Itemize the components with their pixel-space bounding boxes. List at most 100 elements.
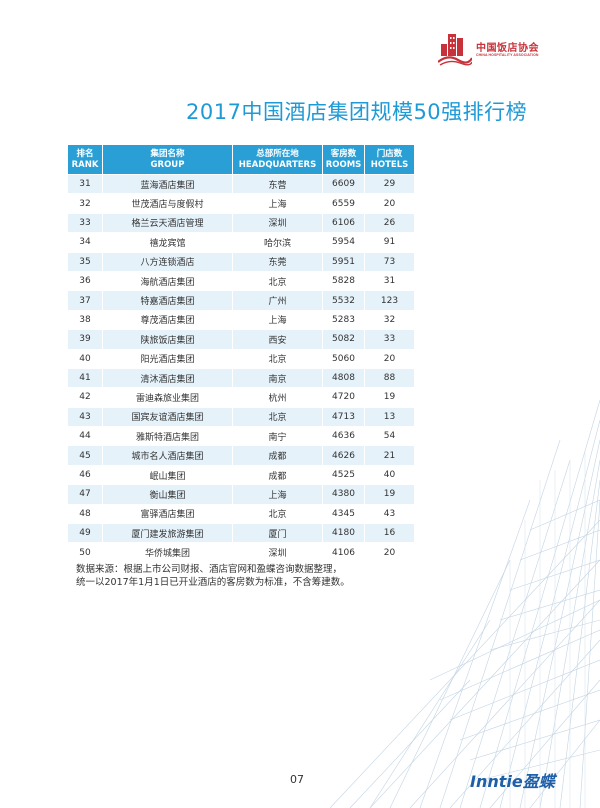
hotels-cell: 19 xyxy=(364,387,415,408)
group-cell: 世茂酒店与度假村 xyxy=(102,193,233,214)
group-cell: 尊茂酒店集团 xyxy=(102,309,233,331)
rooms-cell: 4636 xyxy=(322,426,365,447)
table-row: 39 陕旅饭店集团 西安 5082 33 xyxy=(67,329,415,350)
hotels-cell: 73 xyxy=(364,251,415,272)
table-row: 37 特嘉酒店集团 广州 5532 123 xyxy=(67,290,415,311)
table-row: 46 岷山集团 成都 4525 40 xyxy=(67,464,415,486)
building-sketch-background xyxy=(330,399,600,808)
rooms-cell: 5951 xyxy=(322,251,365,272)
headquarters-cell: 南京 xyxy=(232,367,323,389)
rank-cell: 46 xyxy=(67,464,103,486)
group-cell: 海航酒店集团 xyxy=(102,270,233,292)
header-group: 集团名称 GROUP xyxy=(102,144,233,175)
logo-english-name: CHINA HOSPITALITY ASSOCIATION xyxy=(476,53,539,57)
headquarters-cell: 北京 xyxy=(232,406,323,428)
table-row: 32 世茂酒店与度假村 上海 6559 20 xyxy=(67,193,415,214)
table-row: 38 尊茂酒店集团 上海 5283 32 xyxy=(67,309,415,331)
hotels-cell: 32 xyxy=(364,309,415,331)
rank-cell: 37 xyxy=(67,290,103,311)
rank-cell: 48 xyxy=(67,503,103,525)
note-line-1: 数据来源：根据上市公司财报、酒店官网和盈蝶咨询数据整理， xyxy=(76,564,343,575)
headquarters-cell: 东莞 xyxy=(232,251,323,272)
rank-cell: 36 xyxy=(67,270,103,292)
hotels-cell: 31 xyxy=(364,270,415,292)
table-row: 50 华侨城集团 深圳 4106 20 xyxy=(67,542,415,563)
rooms-cell: 4808 xyxy=(322,367,365,389)
headquarters-cell: 广州 xyxy=(232,290,323,311)
inntie-brand-logo: Inntie盈蝶 xyxy=(470,772,555,791)
association-logo: 中国饭店协会 CHINA HOSPITALITY ASSOCIATION xyxy=(438,32,588,66)
group-cell: 华侨城集团 xyxy=(102,542,233,563)
rank-cell: 31 xyxy=(67,173,103,195)
rooms-cell: 5283 xyxy=(322,309,365,331)
group-cell: 国宾友谊酒店集团 xyxy=(102,406,233,428)
hotels-cell: 26 xyxy=(364,212,415,234)
rooms-cell: 4380 xyxy=(322,484,365,505)
hotels-cell: 54 xyxy=(364,426,415,447)
group-cell: 特嘉酒店集团 xyxy=(102,290,233,311)
table-row: 41 清沐酒店集团 南京 4808 88 xyxy=(67,367,415,389)
hotels-cell: 33 xyxy=(364,329,415,350)
page-title: 2017中国酒店集团规模50强排行榜 xyxy=(186,100,528,124)
hotels-cell: 20 xyxy=(364,542,415,563)
group-cell: 清沐酒店集团 xyxy=(102,367,233,389)
hotels-cell: 19 xyxy=(364,484,415,505)
hotels-cell: 91 xyxy=(364,232,415,253)
hotels-cell: 20 xyxy=(364,348,415,369)
group-cell: 雷迪森旅业集团 xyxy=(102,387,233,408)
rooms-cell: 4626 xyxy=(322,445,365,466)
rank-cell: 49 xyxy=(67,523,103,544)
hotels-cell: 20 xyxy=(364,193,415,214)
table-row: 31 蓝海酒店集团 东营 6609 29 xyxy=(67,173,415,195)
rank-cell: 39 xyxy=(67,329,103,350)
table-row: 35 八方连锁酒店 东莞 5951 73 xyxy=(67,251,415,272)
rooms-cell: 4525 xyxy=(322,464,365,486)
hotels-cell: 21 xyxy=(364,445,415,466)
headquarters-cell: 上海 xyxy=(232,309,323,331)
rooms-cell: 4345 xyxy=(322,503,365,525)
rooms-cell: 4713 xyxy=(322,406,365,428)
rooms-cell: 6559 xyxy=(322,193,365,214)
hotels-cell: 13 xyxy=(364,406,415,428)
table-row: 43 国宾友谊酒店集团 北京 4713 13 xyxy=(67,406,415,428)
group-cell: 厦门建发旅游集团 xyxy=(102,523,233,544)
headquarters-cell: 北京 xyxy=(232,270,323,292)
rank-cell: 38 xyxy=(67,309,103,331)
rank-cell: 32 xyxy=(67,193,103,214)
table-row: 33 格兰云天酒店管理 深圳 6106 26 xyxy=(67,212,415,234)
table-row: 40 阳光酒店集团 北京 5060 20 xyxy=(67,348,415,369)
data-source-note: 数据来源：根据上市公司财报、酒店官网和盈蝶咨询数据整理， 统一以2017年1月1… xyxy=(76,563,350,589)
table-row: 34 禧龙宾馆 哈尔滨 5954 91 xyxy=(67,232,415,253)
rank-cell: 40 xyxy=(67,348,103,369)
rooms-cell: 4106 xyxy=(322,542,365,563)
rank-cell: 47 xyxy=(67,484,103,505)
page-number: 07 xyxy=(290,773,304,786)
rooms-cell: 6609 xyxy=(322,173,365,195)
headquarters-cell: 西安 xyxy=(232,329,323,350)
rank-cell: 45 xyxy=(67,445,103,466)
hotels-cell: 40 xyxy=(364,464,415,486)
group-cell: 阳光酒店集团 xyxy=(102,348,233,369)
headquarters-cell: 杭州 xyxy=(232,387,323,408)
headquarters-cell: 成都 xyxy=(232,445,323,466)
headquarters-cell: 上海 xyxy=(232,193,323,214)
header-rank: 排名 RANK xyxy=(67,144,103,175)
headquarters-cell: 北京 xyxy=(232,503,323,525)
header-hotels: 门店数 HOTELS xyxy=(364,144,415,175)
group-cell: 富驿酒店集团 xyxy=(102,503,233,525)
note-line-2: 统一以2017年1月1日已开业酒店的客房数为标准，不含筹建数。 xyxy=(76,577,350,588)
group-cell: 陕旅饭店集团 xyxy=(102,329,233,350)
headquarters-cell: 南宁 xyxy=(232,426,323,447)
logo-chinese-name: 中国饭店协会 xyxy=(476,43,539,54)
group-cell: 蓝海酒店集团 xyxy=(102,173,233,195)
headquarters-cell: 厦门 xyxy=(232,523,323,544)
rooms-cell: 5828 xyxy=(322,270,365,292)
headquarters-cell: 北京 xyxy=(232,348,323,369)
group-cell: 城市名人酒店集团 xyxy=(102,445,233,466)
rooms-cell: 5082 xyxy=(322,329,365,350)
hotels-cell: 16 xyxy=(364,523,415,544)
hotels-cell: 123 xyxy=(364,290,415,311)
group-cell: 雅斯特酒店集团 xyxy=(102,426,233,447)
group-cell: 禧龙宾馆 xyxy=(102,232,233,253)
rank-cell: 41 xyxy=(67,367,103,389)
